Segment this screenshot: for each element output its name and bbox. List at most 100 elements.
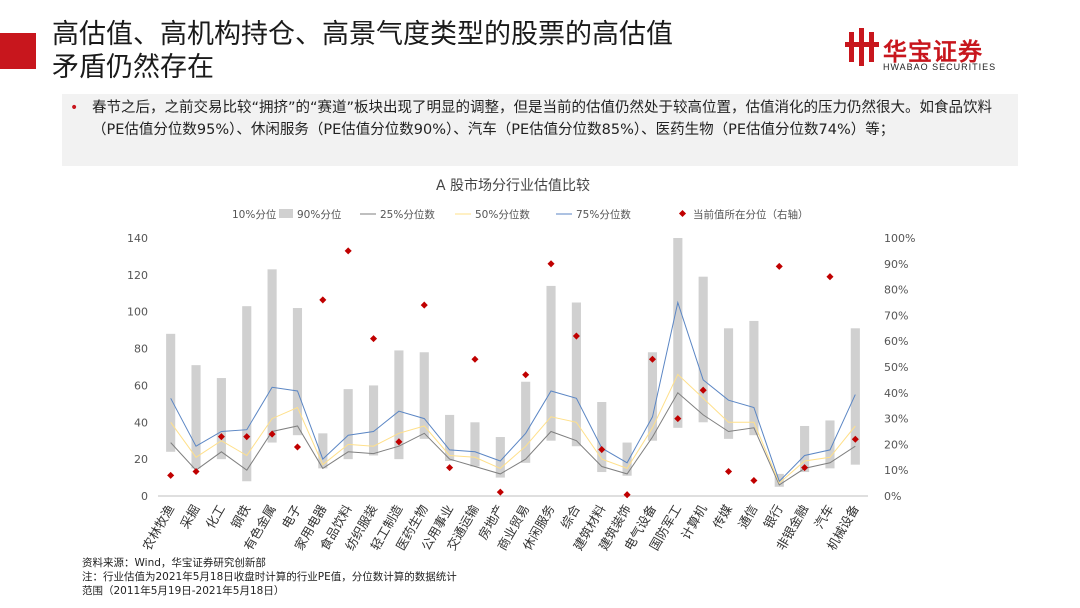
page-title: 高估值、高机构持仓、高景气度类型的股票的高估值 矛盾仍然存在 [52,18,812,84]
right-tick-label: 80% [884,284,908,297]
marker-current [243,433,251,441]
line-p75 [170,300,856,483]
chart-legend: 10%分位 90%分位 25%分位数 50%分位数 75%分位数 当前值所在分位（右轴） [232,208,809,221]
marker-current [167,471,175,479]
legend-item-0: 10%分位 [232,208,277,221]
marker-current [370,335,378,343]
logo-mark-icon [845,28,879,66]
note-source: 资料来源：Wind，华宝证券研究创新部 [82,557,266,569]
marker-current [319,296,327,304]
marker-current [217,433,225,441]
category-label: 汽车 [811,502,836,531]
left-tick-label: 140 [127,232,148,245]
bar-range [191,365,201,469]
bar-range [749,320,759,436]
right-tick-label: 70% [884,309,908,322]
bar-range [242,306,252,482]
bar-range [800,425,810,473]
marker-current [446,464,454,472]
legend-item-3: 50%分位数 [475,208,530,221]
left-tick-label: 120 [127,269,148,282]
bullet-text: 春节之后，之前交易比较“拥挤”的“赛道”板块出现了明显的调整，但是当前的估值仍然… [92,100,993,138]
legend-swatch-p90 [279,209,293,218]
marker-current [192,467,200,476]
right-tick-label: 30% [884,413,908,426]
bar-range [597,402,607,473]
valuation-chart: A 股市场分行业估值比较 10%分位 90%分位 25%分位数 50%分位数 75%分位数… [127,177,915,553]
category-label: 化工 [202,502,227,531]
bar-range [825,420,835,469]
bar-range [673,238,683,428]
bar-range [647,352,658,441]
bullet-box: • 春节之后，之前交易比较“拥挤”的“赛道”板块出现了明显的调整，但是当前的估值… [62,94,1018,166]
bar-range [622,442,632,476]
marker-current [775,262,783,270]
right-tick-label: 90% [884,258,908,271]
line-p50 [170,373,856,484]
marker-current [801,464,809,472]
marker-current [420,301,428,309]
category-label: 银行 [760,502,785,531]
logo-text-en: HWABAO SECURITIES [883,62,997,72]
bar-range [216,378,226,460]
bar-range [521,381,531,463]
note-2: 范围（2011年5月19日-2021年5月18日） [82,585,285,597]
category-label: 通信 [735,502,760,531]
marker-current [344,247,352,255]
line-p25 [170,392,856,486]
page-title-line1: 高估值、高机构持仓、高景气度类型的股票的高估值 [52,19,673,50]
marker-current [699,386,707,394]
right-tick-label: 0% [884,490,901,503]
right-tick-label: 40% [884,387,908,400]
category-label: 采掘 [177,502,202,531]
legend-swatch-current [678,209,687,218]
bar-range [571,302,581,447]
bar-range [267,269,277,443]
right-tick-label: 10% [884,464,908,477]
right-tick-label: 20% [884,438,908,451]
note-1: 注：行业估值为2021年5月18日收盘时计算的行业PE值，分位数计算的数据统计 [82,571,457,583]
bar-range [318,433,328,469]
bar-range [495,437,505,478]
right-tick-label: 100% [884,232,915,245]
bar-range [368,385,379,456]
left-tick-label: 80 [134,343,148,356]
marker-current [750,476,758,485]
marker-current [547,260,555,268]
marker-current [623,491,631,499]
bar-range [445,414,455,461]
right-tick-label: 50% [884,361,908,374]
title-accent-bar [0,33,36,69]
logo-text-cn: 华宝证券 [883,38,983,66]
category-label: 钢铁 [228,502,254,532]
marker-current [471,355,479,363]
left-tick-label: 40 [134,416,148,429]
bar-range [698,276,708,423]
category-label: 传媒 [710,502,736,532]
bullet-dot-icon: • [70,100,79,116]
bar-range [419,352,429,439]
category-label: 农林牧渔 [139,502,177,553]
marker-current [572,332,580,340]
legend-item-5: 当前值所在分位（右轴） [693,208,809,221]
bar-range [166,333,176,452]
marker-current [522,371,530,379]
category-label: 电子 [279,502,304,531]
left-tick-label: 0 [141,490,148,503]
marker-current [851,435,859,443]
bar-range [394,350,404,460]
marker-current [268,430,276,438]
left-tick-label: 100 [127,306,148,319]
marker-current [826,273,834,281]
footnotes: 资料来源：Wind，华宝证券研究创新部 注：行业估值为2021年5月18日收盘时… [82,556,457,598]
marker-current [598,446,606,454]
category-label: 综合 [557,502,583,532]
marker-current [293,443,301,451]
legend-item-4: 75%分位数 [576,208,631,221]
marker-current [496,488,504,496]
bar-range [292,308,303,436]
company-logo: 华宝证券 HWABAO SECURITIES [845,28,1045,78]
chart-title: A 股市场分行业估值比较 [436,177,590,194]
bar-range [546,285,556,441]
legend-item-1: 90%分位 [297,208,342,221]
